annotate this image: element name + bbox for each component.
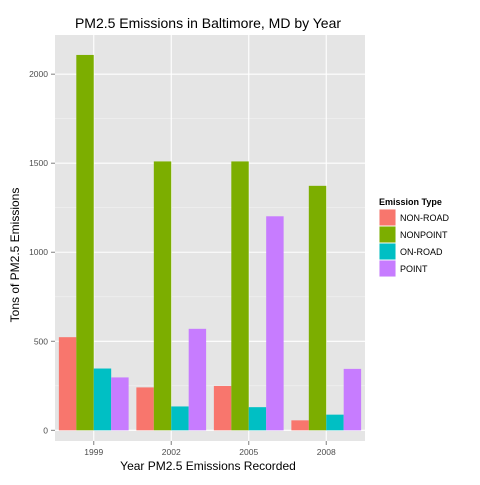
legend-swatch-point xyxy=(379,260,396,277)
bar-nonpoint-2005 xyxy=(231,161,249,431)
y-tick-label: 2000 xyxy=(29,69,48,79)
legend: Emission Type NON-ROAD NONPOINT ON-ROAD POI… xyxy=(378,197,449,278)
bar-point-2008 xyxy=(343,368,362,431)
bar-nonpoint-2008 xyxy=(308,185,327,431)
bar-non-road-1999 xyxy=(58,337,77,431)
x-tick-label: 2002 xyxy=(162,447,181,457)
x-axis: 1999 2002 2005 2008 xyxy=(84,441,336,457)
bars xyxy=(58,54,362,431)
legend-title: Emission Type xyxy=(379,197,442,207)
y-axis-title: Tons of PM2.5 Emissions xyxy=(8,188,22,323)
bar-point-2002 xyxy=(188,328,207,431)
legend-swatch-non-road xyxy=(379,209,396,226)
bar-on-road-2008 xyxy=(326,414,344,431)
bar-non-road-2002 xyxy=(136,387,154,431)
x-tick-label: 2005 xyxy=(239,447,258,457)
legend-label: ON-ROAD xyxy=(400,247,443,257)
bar-non-road-2008 xyxy=(291,420,309,431)
bar-on-road-2005 xyxy=(248,407,267,431)
legend-swatch-on-road xyxy=(379,243,396,260)
bar-nonpoint-1999 xyxy=(76,54,94,431)
legend-swatch-nonpoint xyxy=(379,226,396,243)
y-tick-label: 1000 xyxy=(29,247,48,257)
y-tick-label: 1500 xyxy=(29,158,48,168)
chart-title: PM2.5 Emissions in Baltimore, MD by Year xyxy=(75,15,341,31)
y-axis: 0 500 1000 1500 2000 xyxy=(29,69,55,435)
legend-label: NONPOINT xyxy=(400,230,448,240)
legend-label: POINT xyxy=(400,264,428,274)
y-tick-label: 0 xyxy=(43,425,48,435)
bar-point-1999 xyxy=(111,377,129,431)
bar-point-2005 xyxy=(266,216,284,431)
legend-label: NON-ROAD xyxy=(400,213,449,223)
bar-on-road-2002 xyxy=(171,406,189,431)
bar-on-road-1999 xyxy=(93,368,112,431)
x-axis-title: Year PM2.5 Emissions Recorded xyxy=(120,459,296,473)
x-tick-label: 2008 xyxy=(317,447,336,457)
bar-non-road-2005 xyxy=(213,385,232,431)
bar-nonpoint-2002 xyxy=(153,161,172,431)
x-tick-label: 1999 xyxy=(84,447,103,457)
y-tick-label: 500 xyxy=(34,336,48,346)
